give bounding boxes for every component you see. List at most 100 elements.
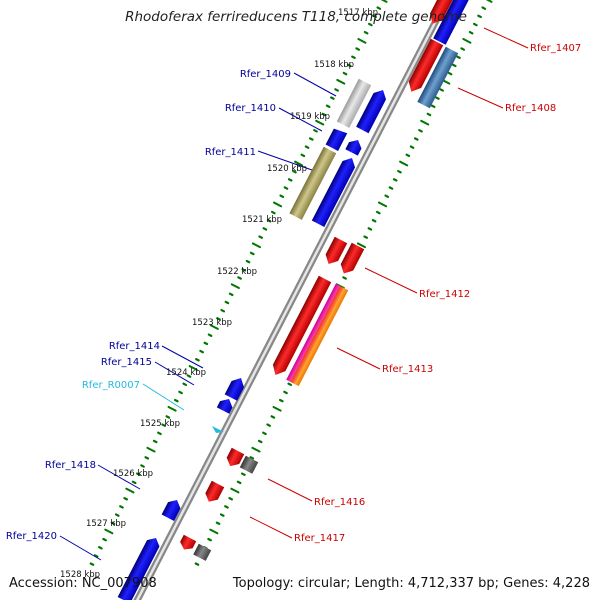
gene-rfer-1407-arrow[interactable] [426, 0, 457, 27]
gene-rfer-1409-arrow[interactable] [336, 78, 372, 128]
gene-forward-arrow[interactable] [345, 137, 364, 156]
scale-tick [104, 528, 114, 535]
scale-tick [220, 308, 226, 313]
genome-backbone-inner [135, 0, 449, 600]
label-leader-line [59, 535, 102, 561]
scale-tick [224, 300, 230, 305]
gene-label-rfer-1415[interactable]: Rfer_1415 [101, 357, 152, 368]
gene-label-rfer-1420[interactable]: Rfer_1420 [6, 531, 57, 542]
gene-forward-arrow[interactable] [311, 155, 358, 227]
scale-tick [236, 480, 242, 485]
gene-forward-arrow[interactable] [356, 87, 389, 134]
gene-label-rfer-r0007[interactable]: Rfer_R0007 [82, 380, 140, 391]
gene-forward-arrow[interactable] [433, 0, 473, 45]
scale-tick [355, 47, 361, 51]
scale-tick [228, 496, 234, 501]
gene-label-rfer-1407[interactable]: Rfer_1407 [530, 43, 581, 54]
gene-label-rfer-1408[interactable]: Rfer_1408 [505, 103, 556, 114]
gene-rfer-1417-arrow[interactable] [203, 480, 225, 505]
scale-tick [215, 521, 221, 526]
gene-rfer-1416-arrow[interactable] [224, 447, 245, 470]
scale-tick [485, 0, 493, 3]
gene-label-rfer-1410[interactable]: Rfer_1410 [225, 103, 276, 114]
gene-label-rfer-1409[interactable]: Rfer_1409 [240, 69, 291, 80]
gene-rfer-1408-arrow[interactable] [417, 46, 459, 109]
scale-tick [405, 153, 411, 158]
scale-tick [283, 186, 289, 190]
label-leader-line [154, 361, 195, 386]
scale-tick [245, 259, 251, 264]
gene-label-rfer-1411[interactable]: Rfer_1411 [205, 147, 256, 158]
scale-tick [266, 219, 272, 223]
gene-rfer-1412-arrow[interactable] [338, 242, 365, 277]
scale-tick [372, 14, 377, 19]
kbp-label: 1525 kbp [140, 419, 180, 429]
kbp-label: 1520 kbp [267, 164, 307, 174]
label-leader-line [257, 150, 313, 171]
gene-label-rfer-1412[interactable]: Rfer_1412 [419, 289, 470, 300]
gene-reverse-arrow[interactable] [178, 534, 197, 553]
scale-tick [368, 22, 373, 27]
gene-reverse-arrow[interactable] [269, 275, 332, 378]
scale-tick [270, 210, 276, 215]
scale-tick [131, 480, 137, 485]
label-leader-line [249, 516, 293, 539]
scale-tick [152, 439, 158, 444]
gene-reverse-arrow[interactable] [405, 38, 444, 95]
scale-tick [178, 390, 183, 395]
gene-rfer-1418-arrow[interactable] [161, 497, 184, 521]
gene-labels-right: Rfer_1407 Rfer_1408 Rfer_1412 Rfer_1413 … [294, 43, 581, 544]
scale-tick [409, 145, 415, 149]
scale-tick [371, 219, 377, 223]
scale-tick [182, 382, 188, 387]
gene-label-rfer-1413[interactable]: Rfer_1413 [382, 364, 433, 375]
scale-tick [292, 169, 297, 174]
scale-tick [481, 6, 487, 10]
gene-rfer-1413-arrow[interactable] [286, 283, 349, 387]
scale-tick [351, 55, 356, 59]
scale-tick [375, 210, 381, 215]
gene-reverse-arrow[interactable] [193, 543, 212, 561]
gene-label-rfer-1417[interactable]: Rfer_1417 [294, 533, 345, 544]
scale-tick [330, 96, 335, 100]
scale-tick [435, 96, 440, 100]
scale-tick [209, 528, 219, 535]
scale-tick [207, 333, 213, 337]
label-leader-line [364, 267, 418, 294]
gene-rfer-1414-arrow[interactable] [224, 375, 248, 401]
gene-rfer-1410-arrow[interactable] [325, 127, 348, 151]
scale-tick [468, 30, 474, 35]
label-leader-lines [59, 27, 529, 561]
scale-tick [456, 55, 461, 59]
scale-tick [249, 251, 255, 256]
map-title: Rhodoferax ferrireducens T118, complete … [125, 9, 467, 25]
gene-label-rfer-1416[interactable]: Rfer_1416 [314, 497, 365, 508]
scale-tick [251, 446, 261, 453]
scale-tick [230, 487, 240, 494]
gene-label-rfer-1418[interactable]: Rfer_1418 [45, 460, 96, 471]
scale-tick [315, 119, 325, 126]
scale-tick [336, 78, 346, 85]
gene-label-rfer-1414[interactable]: Rfer_1414 [109, 341, 160, 352]
gene-reverse-arrow[interactable] [239, 455, 259, 474]
gene-rfer-1415-arrow[interactable] [216, 396, 235, 414]
scale-tick [98, 546, 103, 550]
scale-tick [342, 71, 348, 76]
scale-tick [207, 537, 212, 542]
kbp-label: 1521 kbp [242, 215, 282, 225]
kbp-label: 1519 kbp [290, 112, 330, 122]
gene-rfer-1411-arrow[interactable] [289, 146, 337, 220]
scale-tick [272, 201, 283, 208]
scale-tick [357, 38, 367, 44]
scale-tick [321, 112, 327, 117]
scale-tick [399, 160, 409, 167]
scale-tick [241, 268, 247, 272]
label-leader-line [483, 27, 529, 49]
rna-rfer-r0007-arrow[interactable] [212, 426, 224, 433]
gene-rfer-1420-arrow[interactable] [117, 535, 163, 600]
kbp-label: 1527 kbp [86, 519, 126, 529]
scale-tick [287, 382, 293, 387]
gene-reverse-arrow[interactable] [322, 236, 348, 267]
scale-tick [439, 88, 444, 92]
scale-tick [460, 47, 466, 51]
